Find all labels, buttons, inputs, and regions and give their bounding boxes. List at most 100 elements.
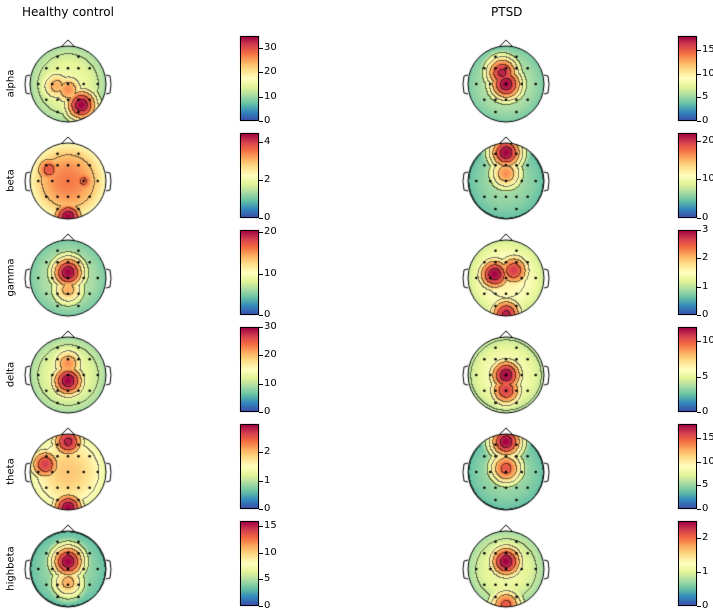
colorbar-tick-label: 30 bbox=[264, 321, 277, 332]
colorbar-tick-label: 20 bbox=[702, 135, 713, 146]
colorbar-tick-label: 5 bbox=[702, 91, 709, 102]
colorbar-tick-mark bbox=[697, 538, 701, 539]
colorbar-tick-mark bbox=[259, 218, 263, 219]
row-label-theta: theta bbox=[5, 458, 17, 485]
colorbar-tick-label: 1 bbox=[702, 566, 709, 577]
colorbar-tick-label: 0 bbox=[264, 115, 271, 126]
colorbar-tick-label: 1 bbox=[702, 281, 709, 292]
colorbar-tick-label: 5 bbox=[702, 479, 709, 490]
colorbar-tick-mark bbox=[697, 509, 701, 510]
colorbar-tick-label: 0 bbox=[702, 406, 709, 417]
colorbar-tick-label: 20 bbox=[264, 226, 277, 237]
colorbar-tick-label: 0 bbox=[702, 503, 709, 514]
colorbar-tick-mark bbox=[697, 606, 701, 607]
colorbar-tick-mark bbox=[259, 180, 263, 181]
colorbar-tick-mark bbox=[697, 485, 701, 486]
colorbar-gamma-0 bbox=[240, 230, 259, 315]
colorbar-tick-label: 15 bbox=[702, 44, 713, 55]
colorbar-tick-label: 2 bbox=[264, 174, 271, 185]
colorbar-tick-mark bbox=[697, 97, 701, 98]
colorbar-tick-label: 10 bbox=[264, 378, 277, 389]
colorbar-gamma-1 bbox=[678, 230, 697, 315]
colorbar-tick-label: 1 bbox=[264, 475, 271, 486]
colorbar-tick-mark bbox=[697, 121, 701, 122]
colorbar-tick-label: 5 bbox=[702, 371, 709, 382]
colorbar-tick-mark bbox=[697, 258, 701, 259]
colorbar-beta-1 bbox=[678, 133, 697, 218]
colorbar-highbeta-0 bbox=[240, 521, 259, 606]
colorbar-tick-mark bbox=[697, 341, 701, 342]
colorbar-theta-0 bbox=[240, 424, 259, 509]
colorbar-tick-mark bbox=[697, 572, 701, 573]
colorbar-tick-label: 2 bbox=[702, 532, 709, 543]
colorbar-tick-mark bbox=[259, 606, 263, 607]
colorbar-tick-mark bbox=[259, 384, 263, 385]
colorbar-tick-label: 15 bbox=[264, 520, 277, 531]
colorbar-tick-label: 0 bbox=[264, 406, 271, 417]
colorbar-tick-mark bbox=[697, 50, 701, 51]
colorbar-tick-label: 2 bbox=[264, 446, 271, 457]
colorbar-tick-mark bbox=[259, 121, 263, 122]
colorbar-tick-mark bbox=[697, 287, 701, 288]
colorbar-delta-0 bbox=[240, 327, 259, 412]
colorbar-tick-label: 0 bbox=[264, 600, 271, 611]
colorbar-tick-mark bbox=[259, 72, 263, 73]
colorbar-tick-mark bbox=[697, 218, 701, 219]
colorbar-tick-label: 30 bbox=[264, 42, 277, 53]
colorbar-tick-mark bbox=[697, 74, 701, 75]
colorbar-beta-0 bbox=[240, 133, 259, 218]
colorbar-tick-label: 0 bbox=[702, 115, 709, 126]
colorbar-delta-1 bbox=[678, 327, 697, 412]
colorbar-tick-mark bbox=[259, 48, 263, 49]
colorbar-tick-label: 0 bbox=[702, 309, 709, 320]
colorbar-tick-mark bbox=[259, 355, 263, 356]
colorbar-tick-mark bbox=[259, 412, 263, 413]
colorbar-tick-label: 15 bbox=[702, 432, 713, 443]
row-label-gamma: gamma bbox=[5, 258, 17, 297]
colorbar-tick-label: 10 bbox=[264, 268, 277, 279]
colorbar-tick-label: 20 bbox=[264, 349, 277, 360]
colorbar-tick-label: 10 bbox=[264, 91, 277, 102]
colorbar-tick-mark bbox=[697, 230, 701, 231]
colorbar-tick-label: 10 bbox=[702, 456, 713, 467]
colorbar-tick-mark bbox=[259, 232, 263, 233]
row-label-alpha: alpha bbox=[5, 69, 17, 98]
column-title-healthy-control: Healthy control bbox=[22, 5, 114, 19]
colorbar-tick-label: 0 bbox=[264, 212, 271, 223]
row-label-highbeta: highbeta bbox=[5, 546, 17, 591]
colorbar-tick-mark bbox=[259, 509, 263, 510]
colorbar-tick-mark bbox=[697, 377, 701, 378]
colorbar-tick-mark bbox=[259, 274, 263, 275]
colorbar-tick-mark bbox=[259, 526, 263, 527]
colorbar-tick-mark bbox=[697, 315, 701, 316]
colorbar-tick-mark bbox=[697, 412, 701, 413]
colorbar-tick-mark bbox=[259, 481, 263, 482]
colorbar-tick-mark bbox=[259, 553, 263, 554]
colorbar-tick-mark bbox=[697, 141, 701, 142]
colorbar-tick-mark bbox=[259, 579, 263, 580]
colorbar-tick-label: 0 bbox=[702, 600, 709, 611]
colorbar-tick-mark bbox=[697, 462, 701, 463]
colorbar-tick-label: 10 bbox=[702, 335, 713, 346]
colorbar-tick-label: 2 bbox=[702, 252, 709, 263]
colorbar-tick-label: 20 bbox=[264, 66, 277, 77]
colorbar-tick-label: 4 bbox=[264, 136, 271, 147]
colorbar-tick-mark bbox=[697, 179, 701, 180]
colorbar-tick-mark bbox=[259, 97, 263, 98]
colorbar-tick-mark bbox=[697, 438, 701, 439]
colorbar-highbeta-1 bbox=[678, 521, 697, 606]
colorbar-tick-label: 10 bbox=[702, 173, 713, 184]
row-label-delta: delta bbox=[5, 361, 17, 388]
colorbar-tick-mark bbox=[259, 315, 263, 316]
colorbar-tick-mark bbox=[259, 452, 263, 453]
colorbar-tick-label: 0 bbox=[702, 212, 709, 223]
colorbar-tick-label: 0 bbox=[264, 503, 271, 514]
colorbar-tick-label: 5 bbox=[264, 573, 271, 584]
column-title-ptsd: PTSD bbox=[491, 5, 523, 19]
colorbar-tick-label: 0 bbox=[264, 309, 271, 320]
colorbar-tick-mark bbox=[259, 142, 263, 143]
colorbar-tick-label: 10 bbox=[264, 547, 277, 558]
colorbar-tick-label: 3 bbox=[702, 224, 709, 235]
colorbar-tick-mark bbox=[259, 327, 263, 328]
